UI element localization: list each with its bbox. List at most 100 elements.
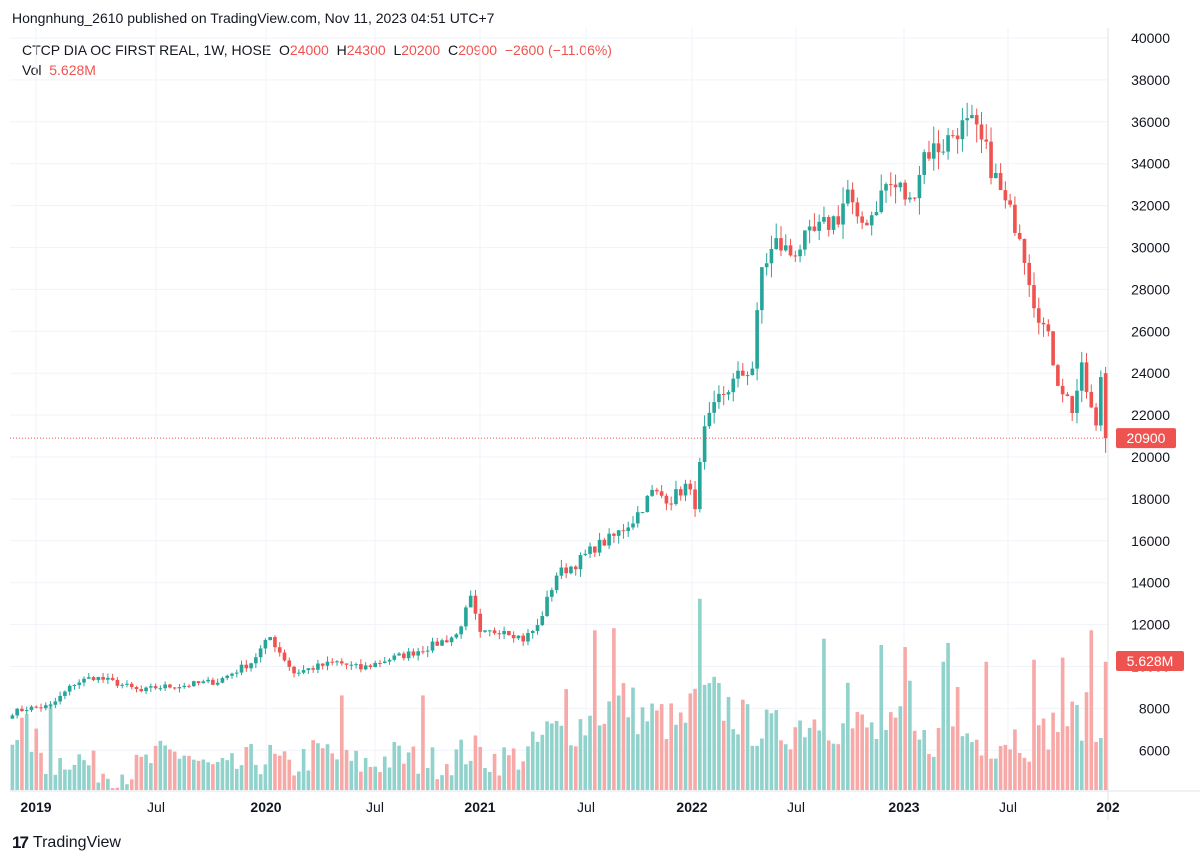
volume-bar: [1075, 705, 1079, 790]
volume-bar: [53, 774, 58, 790]
candle-body: [655, 489, 659, 492]
candle-body: [1084, 362, 1089, 392]
candle-body: [211, 679, 215, 685]
volume-bars: [10, 598, 1108, 790]
candle-body: [912, 197, 917, 199]
volume-bar: [955, 687, 960, 790]
volume-bar: [688, 693, 693, 790]
time-tick-label: 2019: [20, 799, 51, 815]
volume-bar: [402, 763, 406, 790]
candle-body: [497, 633, 502, 635]
candle-body: [659, 491, 664, 496]
candle-body: [86, 677, 91, 679]
candle-body: [440, 640, 444, 646]
symbol-name[interactable]: CTCP DIA OC FIRST REAL, 1W, HOSE: [22, 42, 272, 58]
volume-bar: [359, 771, 363, 790]
volume-bar: [382, 756, 387, 790]
candle-body: [989, 141, 993, 179]
candle-body: [125, 683, 129, 685]
volume-bar: [487, 771, 492, 790]
volume-bar: [125, 784, 129, 790]
candle-body: [516, 635, 521, 639]
volume-bar: [898, 706, 903, 790]
candle-body: [464, 607, 468, 627]
candle-body: [688, 483, 693, 490]
volume-bar: [674, 724, 678, 790]
candle-body: [1041, 322, 1046, 325]
volume-bar: [903, 647, 907, 790]
candle-body: [1046, 324, 1051, 332]
volume-bar: [430, 747, 435, 790]
volume-bar: [597, 725, 602, 790]
candle-body: [483, 630, 487, 632]
candle-body: [1051, 331, 1055, 366]
volume-bar: [187, 755, 191, 790]
volume-bar: [58, 758, 62, 790]
candle-body: [63, 691, 67, 696]
volume-bar: [497, 775, 502, 790]
volume-bar: [760, 738, 764, 790]
volume-bar: [220, 757, 225, 790]
volume-bar: [172, 751, 177, 790]
volume-bar: [282, 751, 287, 790]
candle-body: [721, 393, 726, 395]
candle-body: [101, 676, 105, 680]
volume-bar: [397, 745, 401, 790]
price-tick-label: 28000: [1131, 281, 1170, 297]
volume-bar: [454, 749, 459, 790]
tradingview-brand[interactable]: 17 TradingView: [12, 833, 121, 853]
candle-body: [153, 686, 158, 689]
volume-bar: [320, 748, 325, 790]
candles: [10, 102, 1108, 719]
price-tick-label: 22000: [1131, 407, 1170, 423]
candle-body: [244, 664, 249, 669]
candle-body: [48, 704, 53, 706]
price-tick-label: 12000: [1131, 617, 1170, 633]
candle-body: [397, 653, 401, 656]
candle-body: [163, 684, 167, 689]
volume-bar: [168, 749, 172, 790]
volume-bar: [1013, 729, 1017, 790]
candle-body: [884, 184, 888, 191]
candle-body: [931, 143, 936, 159]
candle-body: [320, 663, 325, 666]
candle-body: [569, 566, 573, 574]
candle-body: [468, 595, 473, 608]
volume-bar: [1003, 744, 1008, 790]
candle-body: [134, 687, 139, 690]
volume-bar: [998, 745, 1003, 790]
volume-bar: [335, 759, 339, 790]
volume-bar: [979, 755, 984, 790]
volume-label[interactable]: Vol: [22, 62, 42, 78]
candle-body: [1032, 285, 1036, 309]
volume-bar: [922, 729, 927, 790]
candle-body: [172, 687, 177, 689]
published-line: Hongnhung_2610 published on TradingView.…: [12, 10, 495, 26]
candle-body: [888, 184, 893, 186]
candle-body: [392, 655, 397, 660]
candle-body: [869, 215, 874, 226]
candle-body: [678, 489, 683, 496]
time-tick-label: Jul: [787, 799, 805, 815]
volume-bar: [846, 682, 850, 790]
candle-body: [736, 370, 740, 379]
candle-body: [1089, 391, 1094, 408]
candle-body: [1027, 262, 1032, 286]
volume-bar: [287, 759, 292, 790]
volume-bar: [912, 730, 917, 790]
candle-body: [836, 216, 841, 225]
time-tick-label: 2022: [676, 799, 707, 815]
candle-body: [220, 678, 225, 683]
candle-body: [507, 630, 511, 636]
volume-bar: [908, 680, 912, 790]
volume-bar: [841, 723, 845, 790]
candle-body: [521, 635, 526, 642]
candle-body: [860, 216, 864, 223]
volume-bar: [707, 683, 712, 790]
volume-bar: [277, 755, 282, 790]
candle-body: [683, 483, 688, 496]
price-tick-label: 24000: [1131, 365, 1170, 381]
volume-legend: Vol 5.628M: [22, 62, 96, 78]
volume-bar: [893, 717, 898, 790]
